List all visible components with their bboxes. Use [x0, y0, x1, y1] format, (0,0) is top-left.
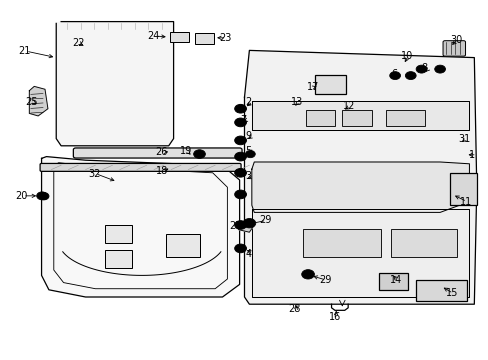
- Text: 17: 17: [306, 82, 319, 92]
- Bar: [386, 110, 425, 126]
- Text: 31: 31: [458, 134, 470, 144]
- Bar: [390, 229, 456, 257]
- Text: 26: 26: [155, 147, 167, 157]
- Text: 23: 23: [219, 33, 231, 43]
- FancyBboxPatch shape: [73, 148, 242, 158]
- Text: 1: 1: [468, 150, 475, 160]
- Text: 21: 21: [19, 46, 31, 56]
- Bar: [415, 280, 466, 301]
- Bar: [303, 229, 381, 257]
- Circle shape: [234, 104, 246, 113]
- Circle shape: [245, 150, 255, 158]
- Polygon shape: [238, 220, 254, 232]
- Text: 25: 25: [25, 96, 38, 107]
- Bar: [194, 33, 214, 44]
- Circle shape: [389, 72, 400, 80]
- Circle shape: [37, 192, 47, 200]
- Text: 9: 9: [245, 131, 251, 141]
- Text: 12: 12: [343, 101, 355, 111]
- Text: 32: 32: [88, 168, 100, 179]
- Text: 13: 13: [291, 96, 303, 107]
- Polygon shape: [251, 162, 468, 212]
- Circle shape: [234, 118, 246, 127]
- Circle shape: [243, 219, 255, 228]
- Bar: [105, 225, 132, 243]
- Text: 27: 27: [228, 221, 241, 231]
- Polygon shape: [29, 86, 48, 116]
- Text: 28: 28: [288, 304, 300, 314]
- Text: 20: 20: [16, 191, 28, 201]
- Text: 19: 19: [180, 146, 192, 156]
- Bar: [166, 234, 200, 257]
- Text: 30: 30: [449, 35, 461, 45]
- Circle shape: [234, 152, 246, 161]
- Polygon shape: [251, 101, 468, 130]
- FancyBboxPatch shape: [442, 41, 465, 56]
- Circle shape: [39, 193, 49, 200]
- Circle shape: [234, 136, 246, 145]
- Bar: [105, 250, 132, 268]
- Polygon shape: [56, 22, 173, 146]
- Text: 3: 3: [245, 171, 251, 181]
- Text: 2: 2: [245, 96, 251, 107]
- Circle shape: [405, 72, 415, 80]
- Bar: [305, 110, 334, 126]
- Text: 6: 6: [390, 69, 397, 79]
- Bar: [170, 32, 188, 42]
- Circle shape: [434, 65, 445, 73]
- Polygon shape: [244, 50, 476, 304]
- Circle shape: [193, 150, 205, 158]
- Text: 8: 8: [421, 63, 427, 73]
- Text: 16: 16: [328, 312, 340, 322]
- Text: 15: 15: [445, 288, 457, 298]
- Circle shape: [234, 244, 246, 253]
- FancyBboxPatch shape: [40, 163, 241, 171]
- Text: 7: 7: [240, 114, 246, 125]
- Polygon shape: [251, 209, 468, 297]
- Bar: [449, 173, 476, 205]
- Text: 29: 29: [259, 215, 271, 225]
- Circle shape: [234, 221, 246, 229]
- Text: 18: 18: [155, 166, 167, 176]
- Circle shape: [234, 168, 246, 177]
- Bar: [342, 110, 371, 126]
- Bar: [378, 273, 407, 290]
- Text: 22: 22: [72, 38, 85, 48]
- Text: 10: 10: [400, 51, 412, 61]
- Circle shape: [301, 270, 314, 279]
- Polygon shape: [41, 157, 239, 297]
- Bar: [315, 75, 345, 94]
- Text: 24: 24: [147, 31, 160, 41]
- Text: 11: 11: [459, 197, 471, 207]
- Text: 5: 5: [245, 146, 251, 156]
- Circle shape: [234, 190, 246, 199]
- Text: 14: 14: [389, 275, 402, 285]
- Circle shape: [415, 65, 426, 73]
- Text: 29: 29: [318, 275, 330, 285]
- Text: 4: 4: [245, 249, 251, 259]
